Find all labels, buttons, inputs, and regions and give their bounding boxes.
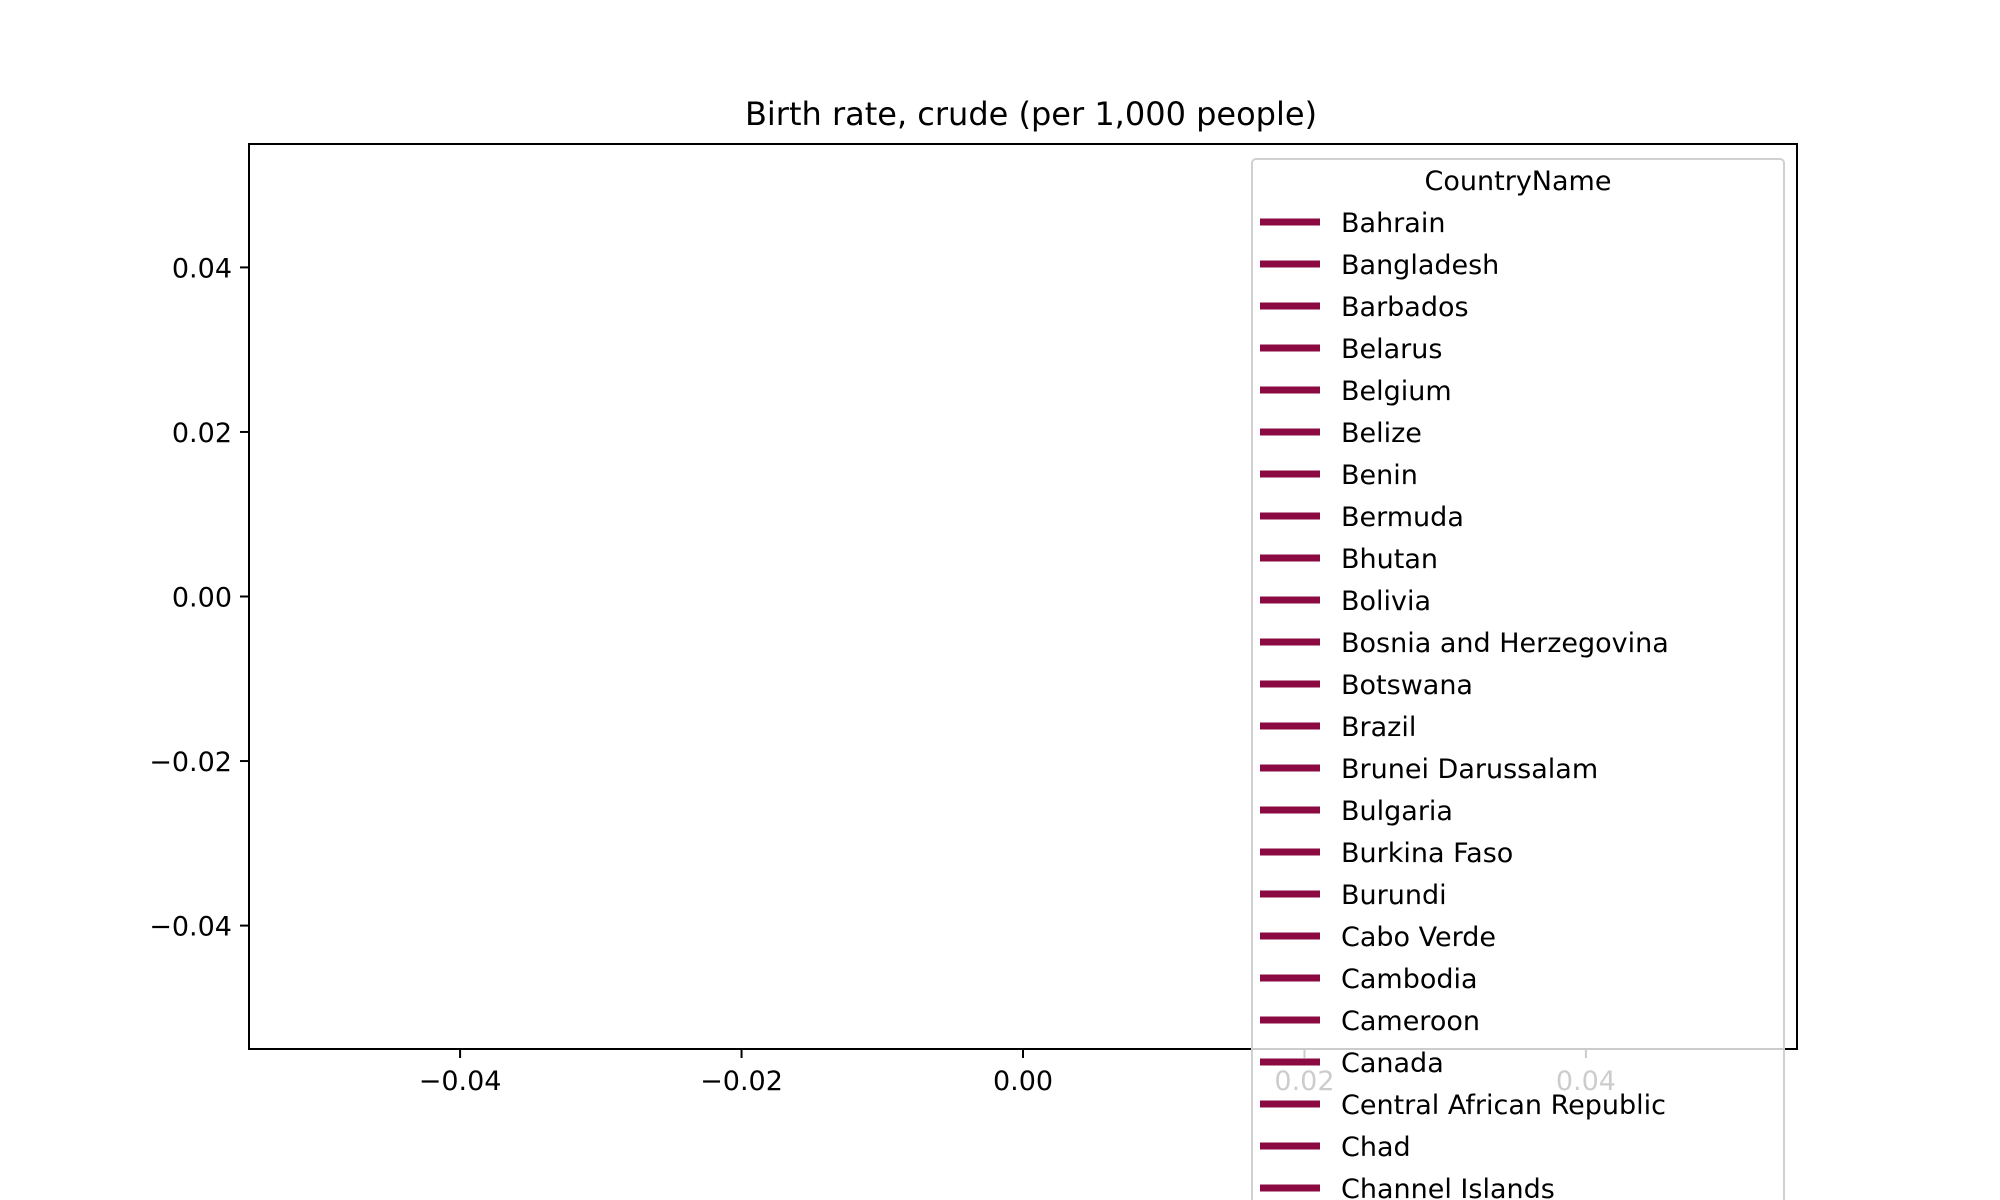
legend-entry-label: Belgium [1341,376,1452,407]
legend-entry-label: Bolivia [1341,586,1431,617]
legend-entry-label: Burkina Faso [1341,838,1513,869]
legend-entries: Bahrain Bangladesh Barbados Belarus Belgium B… [1260,208,1669,1200]
legend-entry-label: Cameroon [1341,1006,1480,1037]
legend-title: CountryName [1425,166,1612,197]
legend-entry-label: Cabo Verde [1341,922,1496,953]
x-tick-label: 0.00 [993,1066,1053,1097]
legend-entry-label: Canada [1341,1048,1444,1079]
legend-entry-label: Barbados [1341,292,1469,323]
legend-entry-label: Central African Republic [1341,1090,1666,1121]
legend-entry-label: Belize [1341,418,1422,449]
legend-entry-label: Botswana [1341,670,1473,701]
legend-entry-label: Brunei Darussalam [1341,754,1598,785]
legend-entry-label: Bosnia and Herzegovina [1341,628,1669,659]
legend: CountryName Bahrain Bangladesh Barbados Bel… [1251,158,1785,1200]
legend-entry-label: Bulgaria [1341,796,1453,827]
legend-entry-label: Bahrain [1341,208,1445,239]
x-tick-label: −0.04 [419,1066,502,1097]
legend-entry-label: Brazil [1341,712,1416,743]
legend-entry-label: Chad [1341,1132,1411,1163]
y-tick-label: 0.04 [172,253,232,284]
chart-title: Birth rate, crude (per 1,000 people) [745,95,1317,133]
y-tick-label: 0.02 [172,418,232,449]
y-axis: 0.04 0.02 0.00 −0.02 −0.04 [149,253,249,943]
legend-entry-label: Cambodia [1341,964,1478,995]
y-tick-label: −0.02 [149,747,232,778]
legend-entry-label: Belarus [1341,334,1442,365]
legend-entry-label: Bangladesh [1341,250,1499,281]
legend-entry-label: Benin [1341,460,1418,491]
y-tick-label: −0.04 [149,912,232,943]
x-tick-label: −0.02 [700,1066,783,1097]
legend-entry-label: Bermuda [1341,502,1464,533]
legend-entry-label: Channel Islands [1341,1174,1555,1200]
y-tick-label: 0.00 [172,583,232,614]
legend-entry-label: Bhutan [1341,544,1438,575]
legend-frame [1251,158,1785,1200]
legend-entry-label: Burundi [1341,880,1447,911]
